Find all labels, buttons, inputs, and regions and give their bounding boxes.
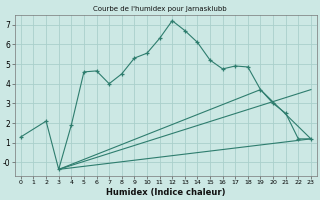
X-axis label: Humidex (Indice chaleur): Humidex (Indice chaleur) — [106, 188, 226, 197]
Text: Courbe de l'humidex pour Jarnasklubb: Courbe de l'humidex pour Jarnasklubb — [93, 6, 227, 12]
